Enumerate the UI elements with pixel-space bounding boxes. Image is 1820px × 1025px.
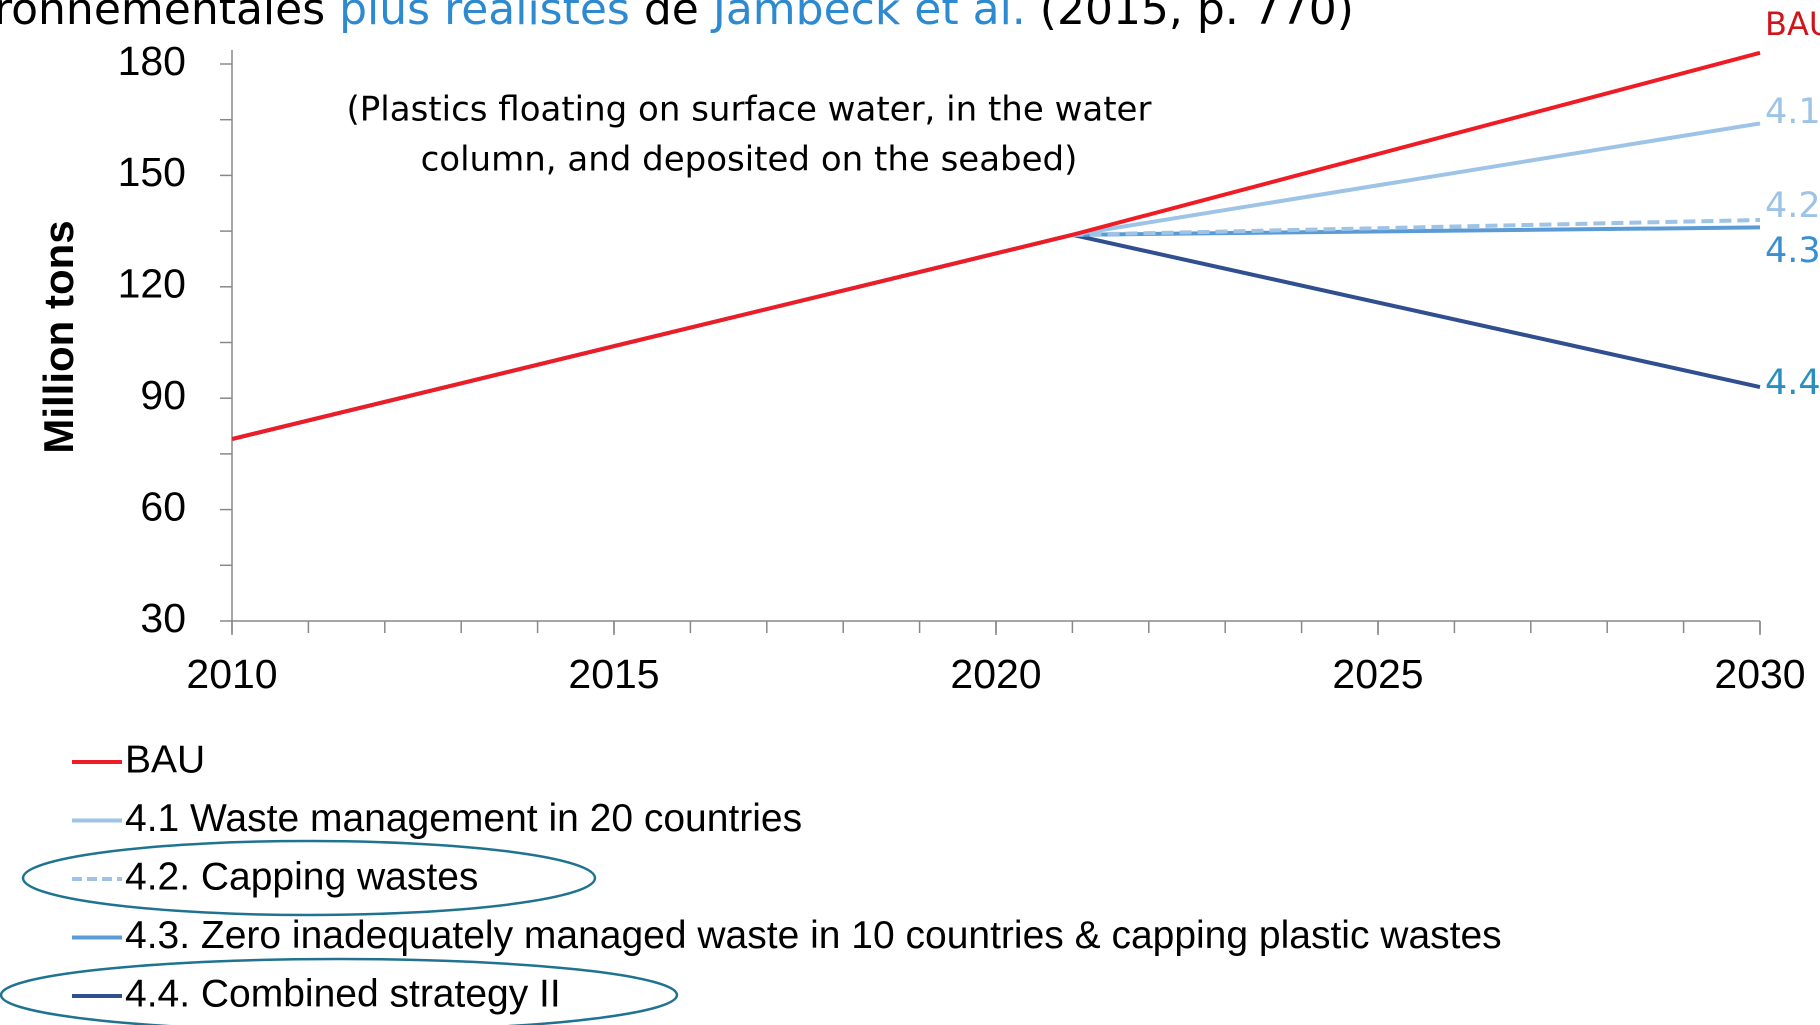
y-tick-label: 180 <box>118 38 186 84</box>
series-line <box>231 50 1761 441</box>
y-tick-label: 30 <box>140 595 186 641</box>
title-part: (2015, p. 770) <box>1026 0 1354 35</box>
title-part: de <box>630 0 713 35</box>
x-tick-label: 2015 <box>568 651 659 697</box>
end-label: 4.4 <box>1765 363 1820 403</box>
y-tick-label: 90 <box>140 372 186 418</box>
y-tick-label: 150 <box>118 149 186 195</box>
legend-label: BAU <box>125 738 205 781</box>
end-label: 4.3 <box>1765 231 1820 271</box>
end-label: BAU <box>1765 5 1820 43</box>
end-label: 4.2 <box>1765 186 1820 226</box>
series-line <box>231 232 1761 441</box>
end-label: 4.1 <box>1765 92 1820 132</box>
y-tick-label: 60 <box>140 483 186 529</box>
legend-label: 4.3. Zero inadequately managed waste in … <box>125 914 1502 957</box>
annotation-line: (Plastics floating on surface water, in … <box>347 90 1152 130</box>
x-tick-label: 2025 <box>1332 651 1423 697</box>
y-tick-label: 120 <box>118 261 186 307</box>
legend-label: 4.4. Combined strategy II <box>125 972 561 1015</box>
legend-label: 4.1 Waste management in 20 countries <box>125 797 802 840</box>
title-part: Jambeck et al. <box>710 0 1026 35</box>
series-line <box>231 225 1761 441</box>
x-tick-label: 2030 <box>1714 651 1805 697</box>
legend-label: 4.2. Capping wastes <box>125 855 478 898</box>
chart-title: ronnementales plus réalistes de Jambeck … <box>0 0 1354 35</box>
y-axis-label: Million tons <box>35 220 82 453</box>
x-tick-label: 2010 <box>186 651 277 697</box>
annotation-line: column, and deposited on the seabed) <box>421 140 1078 180</box>
title-part: plus réalistes <box>339 0 630 35</box>
title-part: ronnementales <box>0 0 339 35</box>
highlight-ellipse <box>21 839 597 917</box>
highlight-ellipse <box>0 957 679 1025</box>
x-tick-label: 2020 <box>950 651 1041 697</box>
annotation: (Plastics floating on surface water, in … <box>347 90 1152 180</box>
